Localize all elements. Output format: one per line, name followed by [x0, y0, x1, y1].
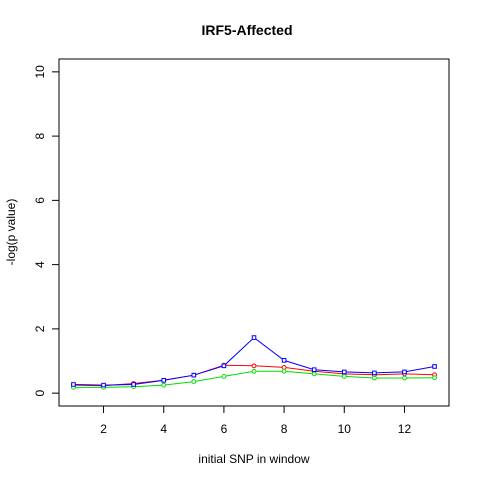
- x-tick-label: 8: [281, 422, 288, 436]
- data-point: [191, 372, 197, 378]
- y-tick-label: 8: [33, 132, 47, 139]
- data-point: [432, 375, 437, 381]
- series-line: [73, 364, 435, 387]
- series-3: [71, 335, 437, 388]
- x-axis-title: initial SNP in window: [198, 452, 309, 466]
- data-point: [71, 382, 76, 387]
- data-point: [161, 382, 167, 388]
- data-point: [311, 371, 317, 377]
- data-point: [101, 382, 106, 388]
- data-point: [161, 377, 167, 383]
- data-point: [372, 370, 377, 376]
- data-point: [371, 375, 377, 381]
- data-point: [251, 363, 257, 369]
- data-point: [281, 365, 287, 370]
- data-point: [251, 335, 257, 340]
- data-point: [281, 358, 287, 363]
- y-tick-label: 4: [33, 261, 47, 268]
- y-tick-label: 6: [33, 197, 47, 204]
- data-point: [221, 363, 227, 369]
- data-point: [221, 374, 227, 379]
- data-point: [281, 368, 287, 374]
- x-tick-label: 2: [100, 422, 107, 436]
- data-point: [402, 369, 407, 375]
- y-axis-title: -log(p value): [4, 199, 18, 266]
- x-tick-label: 6: [221, 422, 228, 436]
- y-tick-label: 2: [33, 325, 47, 332]
- y-tick-label: 10: [33, 65, 47, 79]
- data-point: [341, 374, 347, 379]
- y-tick-label: 0: [33, 389, 47, 396]
- data-point: [251, 368, 257, 374]
- data-point: [402, 375, 407, 381]
- data-point: [432, 364, 437, 369]
- x-axis: 2 4 6 8 10 12: [100, 406, 411, 436]
- data-point: [131, 382, 136, 387]
- series-layer: [71, 335, 437, 390]
- data-point: [311, 367, 317, 372]
- x-tick-label: 12: [398, 422, 412, 436]
- data-point: [341, 369, 347, 375]
- plot-frame: [58, 58, 450, 407]
- x-tick-label: 10: [338, 422, 352, 436]
- x-tick-label: 4: [160, 422, 167, 436]
- chart-title: IRF5-Affected: [201, 22, 292, 38]
- series-1: [71, 362, 437, 389]
- data-point: [191, 379, 197, 384]
- y-axis: 0 2 4 6 8 10: [33, 65, 59, 396]
